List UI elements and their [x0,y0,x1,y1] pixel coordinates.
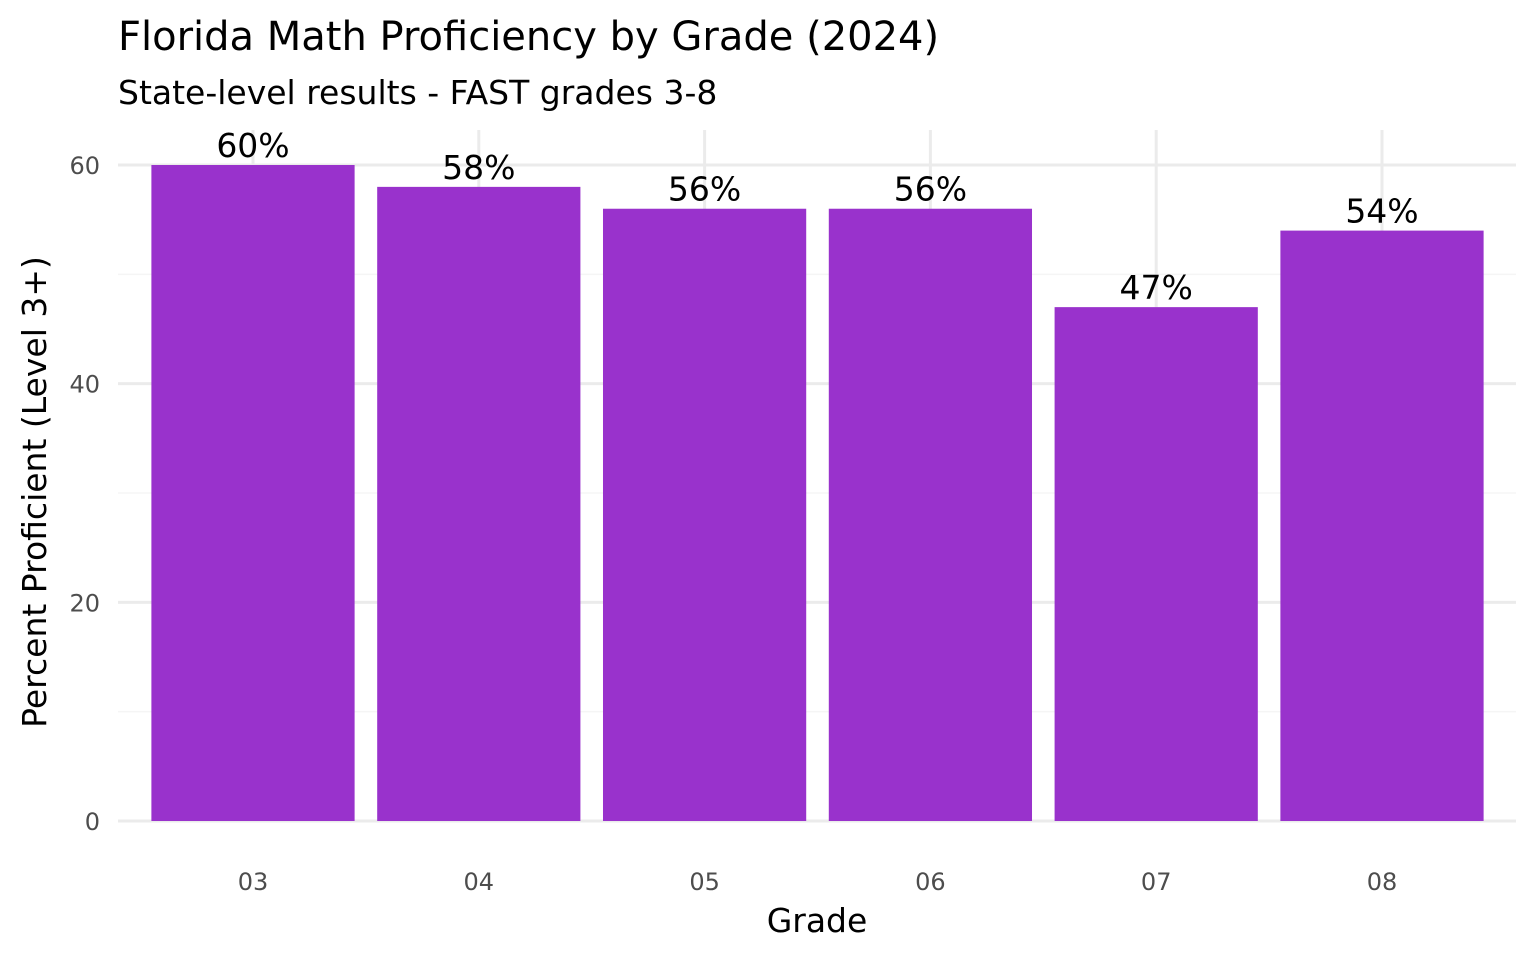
data-label-grade-05: 56% [668,170,741,209]
y-axis-title: Percent Proficient (Level 3+) [15,256,54,728]
data-label-grade-07: 47% [1120,268,1193,307]
bar-grade-04 [377,186,581,821]
data-label-grade-03: 60% [216,126,289,165]
x-tick-label: 03 [238,868,269,896]
y-tick-label: 40 [69,371,100,399]
y-tick-label: 60 [69,152,100,180]
bar-grade-07 [1054,307,1258,822]
y-axis-ticks: 0 20 40 60 [69,152,100,836]
bars [151,165,1484,822]
x-tick-label: 07 [1141,868,1172,896]
data-label-grade-06: 56% [894,170,967,209]
bar-grade-08 [1280,230,1484,822]
chart-title: Florida Math Proficiency by Grade (2024) [118,14,940,60]
data-labels: 60% 58% 56% 56% 47% 54% [216,126,1418,307]
x-axis-title: Grade [767,901,868,940]
bar-grade-05 [602,208,807,821]
y-tick-label: 0 [85,808,100,836]
x-tick-label: 08 [1367,868,1398,896]
x-tick-label: 04 [464,868,495,896]
x-tick-label: 06 [915,868,946,896]
y-tick-label: 20 [69,589,100,617]
x-tick-label: 05 [689,868,720,896]
data-label-grade-04: 58% [442,148,515,187]
x-axis-ticks: 03 04 05 06 07 08 [238,868,1398,896]
data-label-grade-08: 54% [1345,192,1418,231]
bar-grade-06 [828,208,1033,821]
chart-subtitle: State-level results - FAST grades 3-8 [118,73,718,112]
bar-grade-03 [151,165,355,821]
